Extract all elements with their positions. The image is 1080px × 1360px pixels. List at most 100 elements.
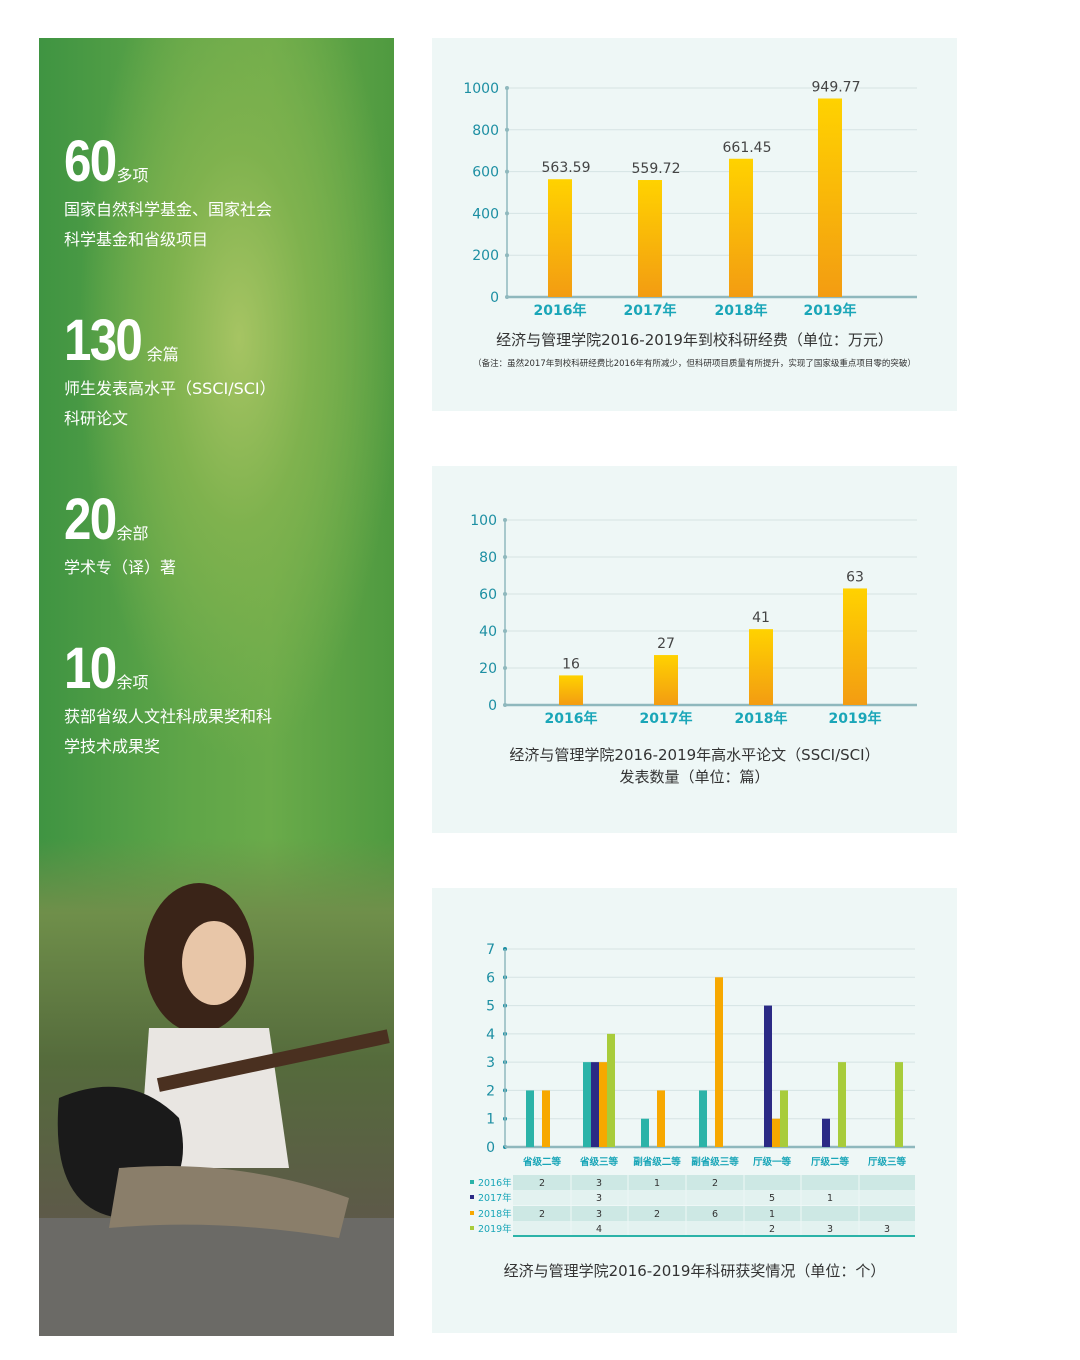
bar-2018年 [657, 1090, 665, 1147]
bar-2018年 [772, 1118, 780, 1147]
data-label: 16 [562, 656, 580, 672]
bar [548, 179, 572, 297]
legend-label: 2017年 [478, 1192, 512, 1204]
legend-swatch [470, 1180, 474, 1184]
x-tick-label: 副省级三等 [691, 1156, 739, 1168]
funding-chart: 0 200 400 600 800 1000 563.59 2016年 559.72 2017年 6… [463, 79, 917, 319]
bar [654, 655, 678, 705]
chart-title: 经济与管理学院2016-2019年高水平论文（SSCI/SCI） [509, 746, 880, 764]
table-cell: 1 [769, 1209, 775, 1220]
x-tick-label: 2017年 [640, 710, 693, 727]
y-tick-label: 5 [486, 999, 495, 1015]
x-tick-label: 2018年 [715, 302, 768, 319]
y-tick-label: 1 [486, 1112, 495, 1128]
table-cell: 2 [654, 1209, 660, 1220]
y-tick-label: 4 [486, 1027, 495, 1043]
x-tick-label: 2016年 [545, 710, 598, 727]
table-cell: 4 [596, 1224, 602, 1235]
table-cell: 1 [654, 1178, 660, 1189]
y-tick-label: 0 [490, 290, 499, 306]
bar-2019年 [607, 1033, 615, 1147]
y-tick-label: 2 [486, 1083, 495, 1099]
chart-title: 经济与管理学院2016-2019年科研获奖情况（单位：个） [503, 1262, 886, 1280]
stat-number: 20 [64, 487, 117, 552]
bar-2019年 [838, 1062, 846, 1147]
y-tick-label: 20 [479, 661, 497, 677]
stat-papers: 130 余篇 师生发表高水平（SSCI/SCI） 科研论文 [64, 312, 276, 434]
bar [843, 588, 867, 705]
bar [729, 158, 753, 297]
table-cell: 1 [827, 1193, 833, 1204]
stat-number: 10 [64, 636, 117, 701]
bar-2019年 [780, 1090, 788, 1147]
table-cell: 2 [712, 1178, 718, 1189]
bar-2018年 [542, 1090, 550, 1147]
stat-desc: 师生发表高水平（SSCI/SCI） 科研论文 [64, 379, 276, 428]
y-tick-label: 200 [472, 248, 499, 264]
y-tick-label: 7 [486, 942, 495, 958]
stat-unit: 余篇 [146, 345, 179, 364]
table-cell: 3 [596, 1193, 602, 1204]
y-tick-label: 0 [488, 698, 497, 714]
table-cell: 3 [827, 1224, 833, 1235]
data-label: 661.45 [723, 140, 772, 156]
table-cell: 2 [539, 1178, 545, 1189]
chart-title-line2: 发表数量（单位：篇） [619, 768, 770, 786]
stat-desc: 国家自然科学基金、国家社会 科学基金和省级项目 [64, 200, 273, 249]
stat-desc: 获部省级人文社科成果奖和科 学技术成果奖 [64, 707, 273, 756]
legend-label: 2019年 [478, 1223, 512, 1235]
table-cell: 3 [596, 1209, 602, 1220]
awards-chart: 0 1 2 3 4 5 6 7 省级二等 省级三等 副省级二等 副省级三等 厅级一等 厅级二等 厅级三等 20… [470, 942, 917, 1237]
y-tick-label: 100 [470, 513, 497, 529]
data-label: 27 [657, 636, 675, 652]
data-label: 63 [846, 569, 864, 585]
bar-2018年 [715, 977, 723, 1147]
bar-2018年 [599, 1062, 607, 1147]
table-row [513, 1190, 915, 1205]
x-tick-label: 2019年 [804, 302, 857, 319]
x-tick-label: 厅级二等 [811, 1156, 850, 1168]
stat-unit: 余部 [116, 524, 149, 543]
papers-chart-panel: 0 20 40 60 80 100 16 2016年 27 2017年 41 2018年 63 2019年… [432, 466, 957, 833]
papers-chart: 0 20 40 60 80 100 16 2016年 27 2017年 41 2018年 63 2019年 [470, 513, 917, 727]
y-tick-label: 0 [486, 1140, 495, 1156]
photo-illustration [39, 883, 394, 1336]
table-row [513, 1206, 915, 1221]
chart-title: 经济与管理学院2016-2019年到校科研经费（单位：万元） [496, 331, 893, 349]
bar-2016年 [583, 1062, 591, 1147]
x-tick-label: 2017年 [624, 302, 677, 319]
stat-projects: 60多项 国家自然科学基金、国家社会 科学基金和省级项目 [64, 133, 272, 255]
x-tick-label: 厅级一等 [753, 1156, 792, 1168]
table-row [513, 1221, 915, 1236]
x-tick-label: 2019年 [829, 710, 882, 727]
y-tick-label: 80 [479, 550, 497, 566]
bar-2016年 [526, 1090, 534, 1147]
chart-note: （备注：虽然2017年到校科研经费比2016年有所减少，但科研项目质量有所提升，… [473, 359, 916, 369]
bar-2017年 [764, 1005, 772, 1147]
table-row [513, 1175, 915, 1190]
y-tick-label: 800 [472, 123, 499, 139]
y-tick-label: 3 [486, 1055, 495, 1071]
table-cell: 2 [769, 1224, 775, 1235]
bar [749, 629, 773, 705]
y-tick-label: 1000 [463, 81, 499, 97]
awards-chart-panel: 0 1 2 3 4 5 6 7 省级二等 省级三等 副省级二等 副省级三等 厅级一等 厅级二等 厅级三等 20… [432, 888, 957, 1333]
table-cell: 3 [596, 1178, 602, 1189]
bar [559, 675, 583, 705]
table-cell: 5 [769, 1193, 775, 1204]
legend-swatch [470, 1226, 474, 1230]
stat-number: 130 [64, 308, 143, 373]
x-tick-label: 省级二等 [522, 1156, 562, 1168]
bar-2016年 [641, 1118, 649, 1147]
stat-unit: 多项 [116, 166, 149, 185]
stat-awards: 10余项 获部省级人文社科成果奖和科 学技术成果奖 [64, 640, 272, 762]
legend-swatch [470, 1195, 474, 1199]
legend-label: 2018年 [478, 1208, 512, 1220]
bar [638, 180, 662, 297]
stat-unit: 余项 [116, 673, 149, 692]
guitar-girl-photo [39, 838, 394, 1336]
data-label: 559.72 [632, 161, 681, 177]
y-tick-label: 60 [479, 587, 497, 603]
x-tick-label: 厅级三等 [868, 1156, 907, 1168]
bar-2017年 [591, 1062, 599, 1147]
